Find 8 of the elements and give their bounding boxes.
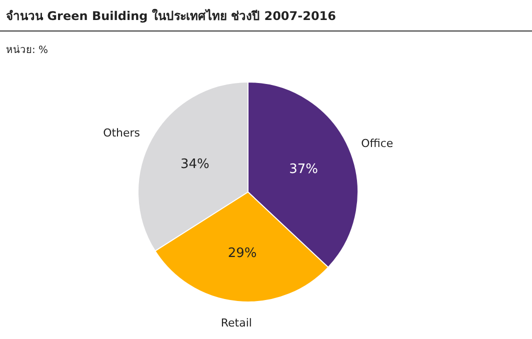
chart-subtitle: หน่วย: % (6, 45, 48, 56)
slice-label: Retail (220, 316, 252, 330)
data-label: 37% (289, 162, 318, 177)
slice-label: Office (361, 137, 394, 150)
chart-title: จำนวน Green Building ในประเทศไทย ช่วงปี 2007-2016 (6, 8, 336, 23)
data-label: 34% (180, 156, 210, 172)
data-label: 29% (228, 246, 257, 262)
slice-label: Others (103, 126, 140, 140)
